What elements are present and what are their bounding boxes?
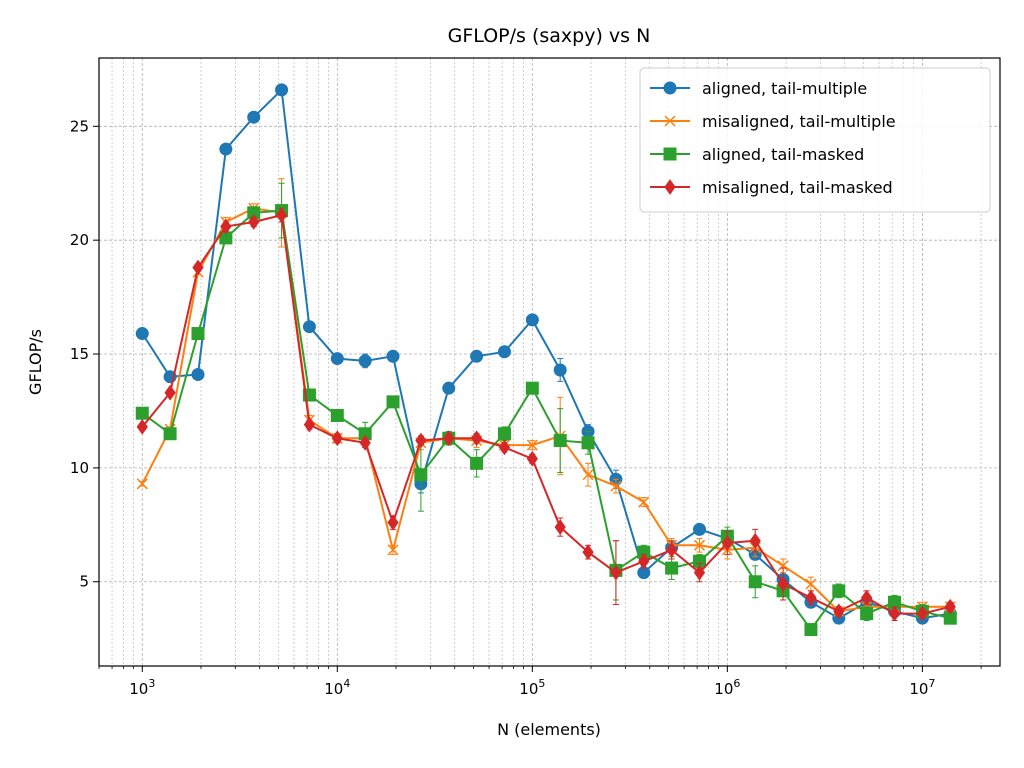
data-point <box>861 589 873 606</box>
data-point <box>192 259 204 276</box>
data-point <box>748 575 762 589</box>
data-point <box>663 81 677 95</box>
data-point <box>665 561 679 575</box>
data-point <box>860 607 874 621</box>
data-point <box>804 623 818 637</box>
ticks: 103 104 105 106 107 5 10 15 20 25 <box>70 117 982 698</box>
legend-box <box>639 67 991 213</box>
data-point <box>666 542 678 558</box>
data-point <box>497 345 511 359</box>
data-point <box>610 564 622 581</box>
y-axis-label: GFLOP/s <box>26 329 45 395</box>
legend: aligned, tail-multiple misaligned, tail-m… <box>639 67 991 213</box>
data-point <box>944 598 956 615</box>
data-point <box>275 207 288 223</box>
data-point <box>470 456 484 470</box>
data-point <box>497 427 511 441</box>
data-point <box>916 605 929 622</box>
data-point <box>749 532 761 549</box>
data-point <box>386 349 400 363</box>
data-point <box>581 436 595 450</box>
data-point <box>553 434 567 448</box>
data-point <box>638 553 650 570</box>
data-point <box>220 218 232 235</box>
data-point <box>387 544 399 556</box>
x-tick-label: 104 <box>324 677 350 698</box>
y-tick-label: 15 <box>70 345 89 363</box>
y-tick-label: 10 <box>70 459 89 477</box>
data-point <box>331 430 343 447</box>
legend-label: aligned, tail-masked <box>702 145 864 164</box>
data-point <box>247 110 261 124</box>
data-point <box>302 320 316 334</box>
data-point <box>136 478 148 490</box>
data-point <box>553 363 567 377</box>
data-point <box>582 544 594 561</box>
data-point <box>470 430 483 447</box>
data-point <box>191 368 205 382</box>
data-point <box>330 352 344 366</box>
x-tick-label: 106 <box>714 677 740 698</box>
data-point <box>663 147 677 161</box>
data-point <box>248 214 260 230</box>
data-point <box>191 327 205 341</box>
data-point <box>638 496 650 508</box>
data-point <box>721 535 733 551</box>
data-point <box>358 354 372 368</box>
data-point <box>805 589 817 606</box>
data-point <box>498 439 511 456</box>
data-point <box>805 578 817 590</box>
data-point <box>692 522 706 536</box>
y-tick-label: 25 <box>70 117 89 135</box>
data-point <box>526 450 538 467</box>
data-point <box>303 416 316 433</box>
series-misaligned-tail-masked <box>136 207 956 622</box>
data-point <box>470 349 484 363</box>
chart-title: GFLOP/s (saxpy) vs N <box>448 25 651 47</box>
data-point <box>163 427 177 441</box>
data-point <box>275 83 289 97</box>
data-point <box>135 327 149 341</box>
data-point <box>526 439 538 451</box>
data-point <box>693 539 706 551</box>
data-point <box>415 432 427 449</box>
legend-label: aligned, tail-multiple <box>702 79 867 98</box>
legend-label: misaligned, tail-masked <box>702 178 893 197</box>
data-point <box>693 564 706 581</box>
data-point <box>525 313 539 327</box>
data-point <box>777 576 789 592</box>
data-point <box>387 514 399 531</box>
x-axis-label: N (elements) <box>497 720 601 739</box>
data-point <box>832 584 846 598</box>
x-tick-label: 103 <box>129 677 155 698</box>
legend-label: misaligned, tail-multiple <box>702 112 896 131</box>
y-tick-label: 5 <box>79 573 89 591</box>
x-tick-label: 105 <box>519 677 545 698</box>
data-point <box>136 419 148 435</box>
data-point <box>664 115 676 127</box>
plot-frame <box>98 57 1001 667</box>
data-point <box>777 560 789 572</box>
data-point <box>610 480 622 492</box>
data-point <box>582 469 594 481</box>
data-point <box>554 519 566 535</box>
data-point <box>135 406 149 420</box>
data-point <box>443 430 455 447</box>
data-point <box>330 409 344 423</box>
data-point <box>525 381 539 395</box>
data-point <box>442 381 456 395</box>
data-point <box>664 179 676 195</box>
series-aligned-tail-masked <box>135 182 957 637</box>
data-point <box>888 605 901 622</box>
data-point <box>386 395 400 409</box>
data-point <box>833 603 845 620</box>
data-point <box>414 468 428 482</box>
data-point <box>219 142 233 156</box>
data-point <box>164 384 176 401</box>
series-layer <box>135 83 957 637</box>
data-point <box>359 434 371 451</box>
x-tick-label: 107 <box>909 677 935 698</box>
y-tick-label: 20 <box>70 231 89 249</box>
